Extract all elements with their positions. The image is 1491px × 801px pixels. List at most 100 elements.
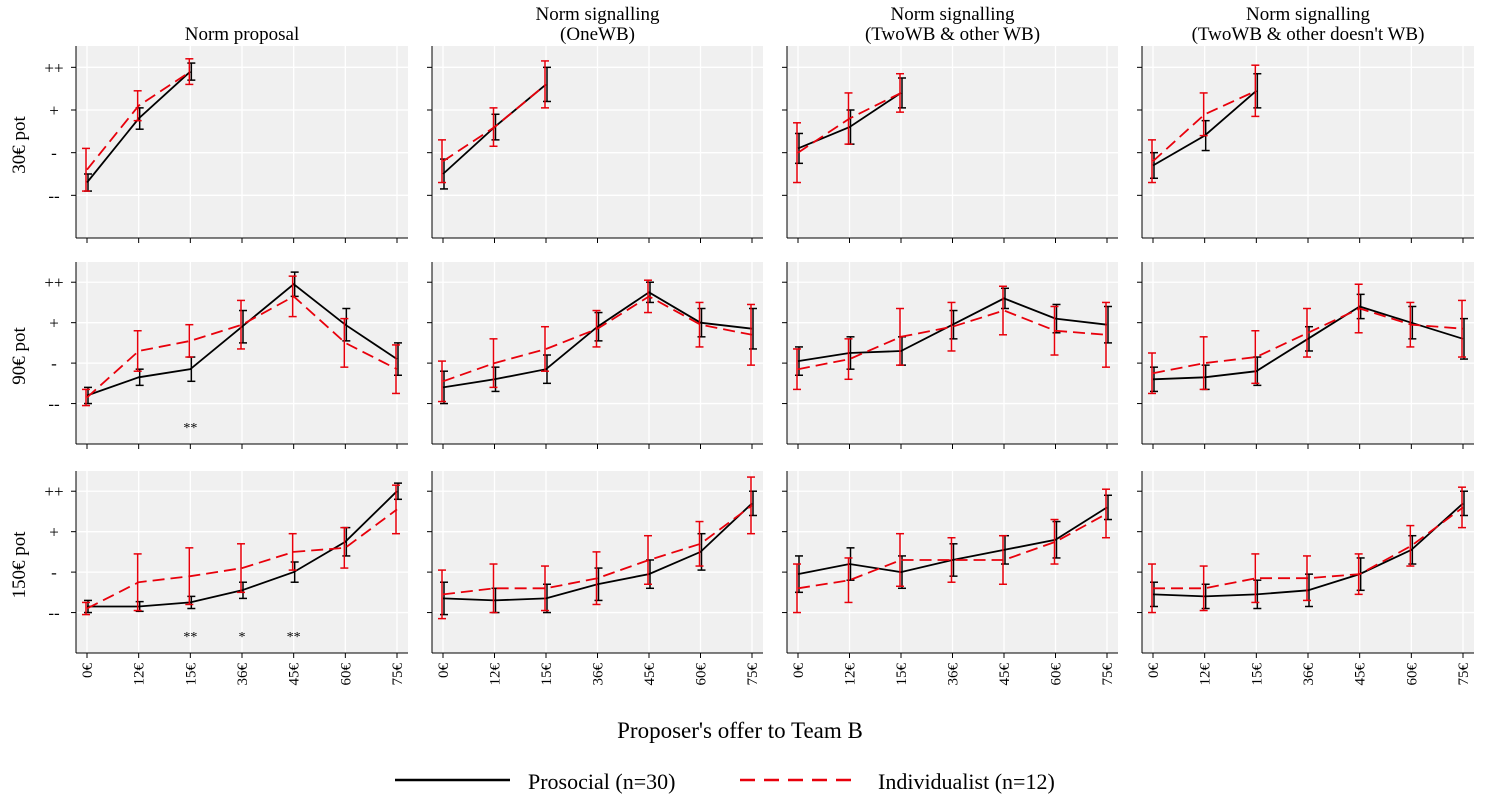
x-tick-label: 12€ [132, 663, 148, 686]
error-bar [1303, 555, 1311, 602]
y-tick-label: + [49, 523, 59, 542]
error-bar [185, 547, 194, 606]
panel: 0€ 12€ 15€ 36€ 45€ 60€ 75€ [1137, 471, 1474, 686]
row-label: 30€ pot [9, 116, 30, 174]
series-line-prosocial [442, 291, 753, 389]
y-tick-label: ++ [44, 58, 63, 77]
significance-marker: ** [183, 421, 197, 436]
x-axis-label: Proposer's offer to Team B [617, 718, 863, 743]
x-tick-label: 36€ [591, 663, 607, 686]
panel: ---+++ [44, 46, 408, 243]
x-tick-label: 75€ [1100, 663, 1116, 686]
error-bar [1251, 64, 1260, 118]
row-labels: 30€ pot 90€ pot 150€ pot [9, 116, 30, 599]
error-bar [1102, 488, 1110, 539]
x-tick-label: 45€ [642, 663, 658, 686]
error-bar [340, 317, 349, 368]
x-tick-label: 36€ [235, 663, 251, 686]
series-individualist [82, 484, 400, 616]
error-bar [844, 557, 853, 604]
panel [427, 262, 763, 449]
error-bar [1458, 299, 1466, 358]
x-tick-label: 15€ [539, 663, 555, 686]
error-bar [541, 565, 549, 612]
error-bar [1102, 301, 1110, 368]
x-tick-label: 0€ [80, 663, 96, 679]
error-bar [133, 90, 142, 122]
series-line-individualist [86, 508, 398, 610]
series-line-prosocial [86, 283, 398, 397]
legend-label-individualist: Individualist (n=12) [878, 769, 1055, 794]
significance-marker: * [239, 630, 246, 645]
y-tick-label: + [49, 101, 59, 120]
error-bar [237, 543, 245, 594]
error-bar [438, 139, 446, 184]
error-bar [340, 526, 349, 569]
row-label: 90€ pot [9, 327, 30, 385]
y-tick-label: -- [48, 604, 60, 623]
error-bar [844, 338, 853, 381]
column-title: Norm signalling (OneWB) [535, 4, 660, 45]
error-bar [1251, 553, 1260, 604]
x-tick-label: 75€ [745, 663, 761, 686]
column-titles: Norm proposal Norm signalling (OneWB) Norm … [185, 4, 1425, 45]
x-tick-label: 12€ [1198, 663, 1214, 686]
error-bar [1199, 565, 1208, 612]
error-bar [1148, 352, 1156, 395]
series-line-prosocial [442, 502, 753, 602]
x-tick-label: 0€ [436, 663, 452, 679]
series-line-individualist [1152, 307, 1464, 375]
error-bar [438, 360, 446, 403]
error-bar [592, 551, 601, 606]
series-individualist [438, 279, 755, 403]
x-tick-label: 0€ [1146, 663, 1162, 679]
x-tick-label: 45€ [1353, 663, 1369, 686]
legend-label-prosocial: Prosocial (n=30) [528, 769, 675, 794]
error-bar [695, 301, 704, 348]
series-individualist [793, 72, 904, 184]
legend: Prosocial (n=30) Individualist (n=12) [395, 769, 1055, 794]
series-individualist [438, 476, 755, 620]
x-tick-label: 60€ [1049, 663, 1065, 686]
error-bar [82, 147, 90, 192]
error-bar [999, 285, 1007, 336]
error-bar [747, 476, 755, 535]
x-tick-label: 60€ [1404, 663, 1420, 686]
y-tick-label: -- [48, 395, 60, 414]
error-bar [489, 107, 498, 148]
series-line-prosocial [87, 490, 398, 608]
error-bar [644, 279, 652, 314]
x-tick-label: 60€ [694, 663, 710, 686]
series-individualist [1148, 64, 1260, 184]
error-bar [1458, 486, 1466, 529]
y-tick-label: - [51, 354, 57, 373]
column-title: Norm signalling (TwoWB & other WB) [865, 4, 1040, 45]
error-bar [392, 344, 400, 395]
error-bar [1199, 92, 1208, 137]
error-bar [896, 72, 904, 113]
x-tick-label: 15€ [183, 663, 199, 686]
panel: ---+++** [44, 262, 408, 449]
panel [1137, 46, 1474, 243]
x-tick-label: 15€ [1249, 663, 1265, 686]
series-line-prosocial [797, 506, 1108, 575]
panel: 0€ 12€ 15€ 36€ 45€ 60€ 75€ [427, 471, 763, 686]
x-tick-label: 12€ [843, 663, 859, 686]
series-line-prosocial [1152, 305, 1464, 381]
error-bar [1354, 553, 1363, 596]
error-bar [489, 563, 498, 614]
error-bar [999, 534, 1007, 585]
error-bar [896, 532, 904, 588]
error-bar [1406, 301, 1415, 348]
series-individualist [793, 285, 1110, 391]
panel [782, 46, 1118, 243]
error-bar [288, 532, 297, 571]
series-line-individualist [442, 295, 753, 383]
error-bar [133, 330, 142, 372]
error-bar [1050, 305, 1059, 356]
series-prosocial [84, 482, 402, 614]
error-bar [438, 569, 446, 620]
x-tick-label: 15€ [894, 663, 910, 686]
error-bar [896, 307, 904, 366]
